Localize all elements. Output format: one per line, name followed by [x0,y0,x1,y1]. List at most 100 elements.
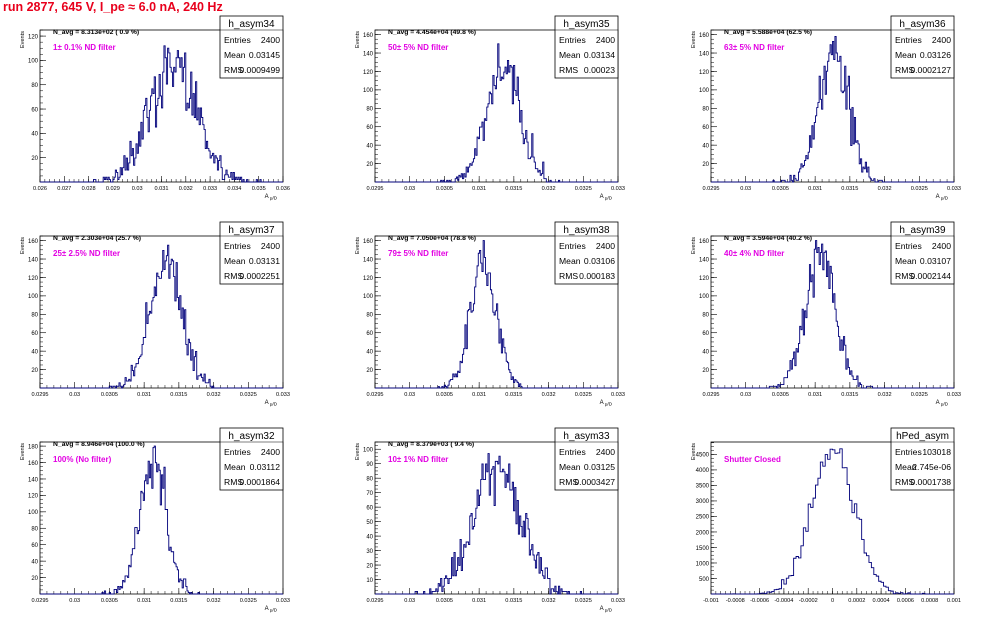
x-tick-label: 0.0325 [911,186,928,192]
stats-key: RMS [224,477,243,487]
y-tick-label: 100 [699,294,710,300]
stats-value: 2.745e-06 [912,462,951,472]
y-tick-label: 500 [699,577,710,583]
x-tick-label: 0.03 [740,186,751,192]
stats-value: 2400 [932,35,951,45]
histogram-series [711,240,954,389]
stats-value: 0.0002144 [910,271,951,281]
filter-label: 100% (No filter) [53,455,112,464]
y-axis-title: Events [691,237,697,254]
x-tick-label: 0.031 [808,186,822,192]
x-tick-label: 0.03 [404,186,415,192]
y-tick-label: 100 [28,510,39,516]
x-tick-label: 0.0295 [31,392,48,398]
y-tick-label: 40 [702,143,709,149]
n-avg-label: N_avg = 4.454e+04 (49.8 %) [388,29,476,36]
x-axis-title: A μ/D [936,400,949,407]
histogram-series [375,453,618,595]
stats-title: h_asym37 [228,225,275,236]
x-tick-label: 0.033 [947,186,961,192]
y-tick-label: 120 [699,276,710,282]
x-tick-label: 0.0305 [772,392,789,398]
stats-key: Mean [224,462,246,472]
x-tick-label: 0.0295 [366,392,383,398]
stats-box [219,15,284,79]
x-tick-label: 0.0325 [240,392,257,398]
stats-value: 0.03145 [249,50,280,60]
stats-value: 0.0003427 [574,477,615,487]
y-tick-label: 80 [366,313,373,319]
x-tick-label: 0.033 [611,598,625,604]
y-tick-label: 80 [366,476,373,482]
x-axis-title: A μ/D [265,194,278,201]
filter-label: 25± 2.5% ND filter [53,249,120,258]
stats-key: RMS [895,65,914,75]
y-tick-label: 40 [366,534,373,540]
plot-frame [374,29,619,183]
y-tick-label: 80 [366,107,373,113]
x-axis-title: A μ/D [265,400,278,407]
y-tick-label: 100 [28,294,39,300]
x-tick-label: 0.0315 [170,392,187,398]
x-tick-label: 0.032 [207,392,221,398]
x-tick-label: 0.0315 [841,392,858,398]
x-tick-label: 0.0295 [702,186,719,192]
plot-frame [710,235,955,389]
y-tick-label: 60 [366,331,373,337]
stats-value: 0.0001864 [239,477,280,487]
stats-key: Entries [895,447,922,457]
stats-value: 0.000183 [579,271,615,281]
x-tick-label: 0.03 [404,598,415,604]
x-tick-label: 0.0315 [505,392,522,398]
y-tick-label: 100 [363,294,374,300]
y-tick-label: 120 [28,34,39,40]
stats-key: RMS [224,65,243,75]
n-avg-label: N_avg = 3.594e+04 (40.2 %) [724,235,812,242]
y-axis-title: Events [355,237,361,254]
y-tick-label: 180 [28,444,39,450]
y-tick-label: 4000 [696,468,710,474]
plot-frame [374,235,619,389]
y-tick-label: 40 [31,349,38,355]
y-tick-label: 60 [31,543,38,549]
x-tick-label: 0.035 [252,186,266,192]
x-tick-label: 0.033 [276,598,290,604]
x-tick-label: 0.034 [227,186,241,192]
x-tick-label: 0.031 [472,186,486,192]
y-axis-title: Events [691,443,697,460]
histogram-series [711,448,954,595]
x-tick-label: 0.0295 [366,598,383,604]
x-tick-label: -0.0006 [750,598,769,604]
x-tick-label: 0.0305 [101,598,118,604]
y-tick-label: 80 [31,83,38,89]
x-tick-label: 0.032 [542,598,556,604]
x-tick-label: 0.028 [82,186,96,192]
filter-label: 63± 5% ND filter [724,43,784,52]
y-tick-label: 60 [702,331,709,337]
y-axis-title: Events [355,443,361,460]
stats-title: h_asym38 [563,225,610,236]
stats-box [554,221,619,285]
y-tick-label: 40 [702,349,709,355]
x-tick-label: 0.031 [155,186,169,192]
x-tick-label: 0.0315 [505,598,522,604]
x-tick-label: 0.032 [542,186,556,192]
histogram-series [711,36,954,183]
stats-key: Entries [559,241,586,251]
x-axis-title: A μ/D [600,606,613,613]
stats-value: 0.03112 [250,462,281,472]
y-tick-label: 120 [28,494,39,500]
x-tick-label: 0.0004 [873,598,890,604]
n-avg-label: N_avg = 2.303e+04 (25.7 %) [53,235,141,242]
stats-value: 2400 [261,35,280,45]
stats-value: 0.00023 [584,65,615,75]
x-tick-label: 0.026 [33,186,47,192]
stats-title: hPed_asym [896,431,949,442]
y-tick-label: 100 [28,59,39,65]
y-axis-title: Events [20,31,26,48]
y-tick-label: 80 [31,527,38,533]
n-avg-label: N_avg = 8.379e+03 ( 9.4 %) [388,441,474,448]
x-axis-title: A μ/D [600,194,613,201]
x-tick-label: 0.036 [276,186,290,192]
x-tick-label: 0.03 [69,392,80,398]
